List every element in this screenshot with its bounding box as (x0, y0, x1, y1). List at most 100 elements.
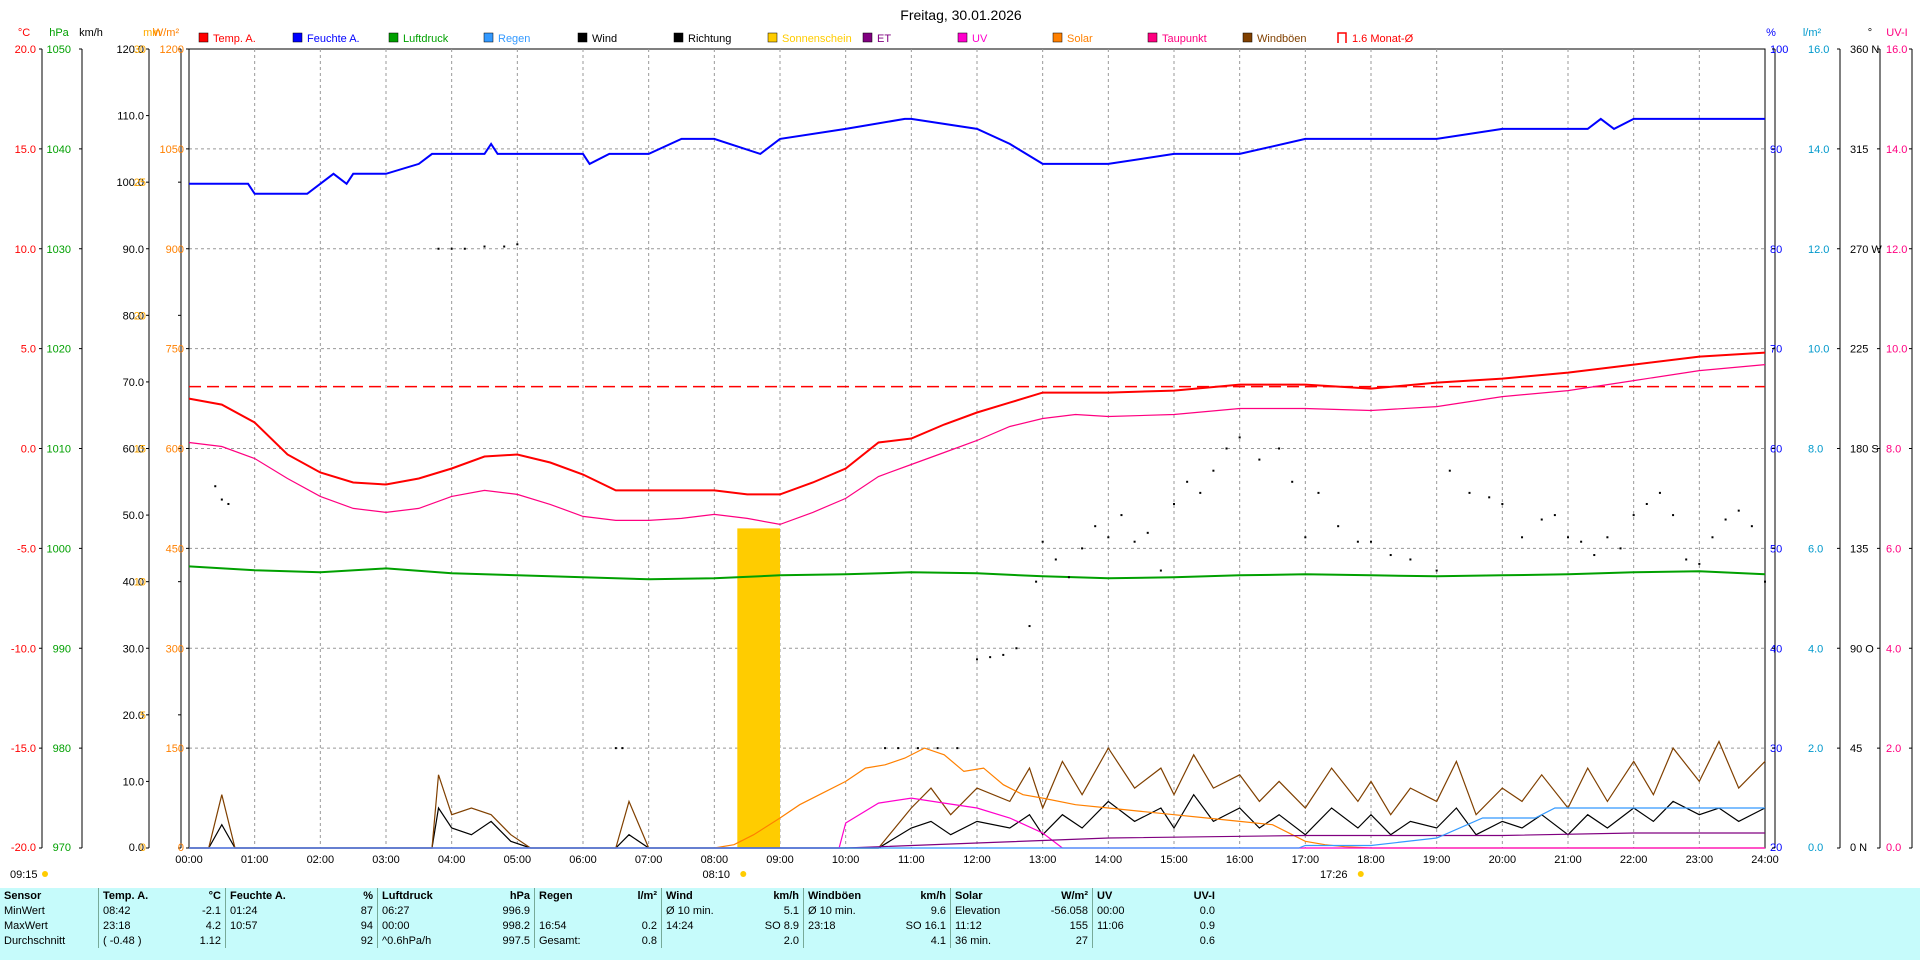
y-tick-label: 1040 (47, 144, 71, 156)
y-tick-label: 50.0 (123, 510, 144, 522)
y-tick-label: 14.0 (1808, 144, 1829, 156)
stats-cell: Luftdruck (377, 888, 486, 903)
y-tick-label: 90 O (1850, 643, 1874, 655)
direction-point (1107, 536, 1110, 539)
y-tick-label: 50 (1770, 543, 1782, 555)
y-tick-label: 70.0 (123, 377, 144, 389)
stats-cell: Durchschnitt (4, 934, 66, 947)
sunset-icon (1357, 871, 1364, 877)
legend-label: UV (972, 33, 988, 45)
x-tick-label: 24:00 (1751, 854, 1779, 866)
legend-swatch (673, 32, 684, 43)
direction-point (1081, 547, 1084, 550)
y-tick-label: 990 (53, 643, 71, 655)
stats-cell: 36 min. (950, 933, 1039, 948)
chart-title: Freitag, 30.01.2026 (900, 7, 1022, 23)
y-tick-label: 150 (166, 743, 184, 755)
y-axis-unit: km/h (79, 27, 103, 39)
stats-table: Sensor Temp. A. °C Feuchte A.% Luftdruck hPa R… (0, 888, 1219, 948)
y-tick-label: 1200 (160, 44, 184, 56)
stats-cell (803, 933, 897, 948)
direction-point (1632, 514, 1635, 517)
legend-swatch (292, 32, 303, 43)
y-tick-label: 4.0 (1808, 643, 1823, 655)
legend-swatch (862, 32, 873, 43)
y-tick-label: 8.0 (1886, 444, 1901, 456)
y-tick-label: 10.0 (123, 776, 144, 788)
direction-point (463, 247, 466, 250)
stats-cell: 08:42 (98, 903, 177, 918)
y-axis-unit: ° (1868, 27, 1872, 39)
y-tick-label: 30.0 (123, 643, 144, 655)
stats-row: Durchschnitt ( -0.48 ) 1.12 92 ^0.6hPa/h 997.… (0, 933, 1219, 948)
stats-row: MaxWert 23:18 4.2 10:57 94 00:00 998.2 16:54 0.2… (0, 918, 1219, 933)
direction-point (1238, 436, 1241, 439)
stats-cell: 92 (360, 934, 373, 947)
direction-point (1258, 458, 1261, 461)
stats-cell: 4.1 (930, 934, 946, 947)
series-line (189, 832, 1765, 849)
series-line (189, 117, 1765, 195)
y-tick-label: 10.0 (15, 244, 36, 256)
sunrise-icon (740, 871, 747, 877)
x-tick-label: 16:00 (1226, 854, 1254, 866)
y-tick-label: 750 (166, 344, 184, 356)
stats-header-row: Sensor Temp. A. °C Feuchte A.% Luftdruck hPa R… (0, 888, 1219, 903)
stats-cell: 27 (1075, 934, 1088, 947)
direction-point (1015, 647, 1018, 650)
y-tick-label: 0.0 (21, 444, 36, 456)
legend-swatch (767, 32, 778, 43)
y-tick-label: 20 (1770, 842, 1782, 854)
y-axis-unit: W/m² (153, 27, 180, 39)
x-tick-label: 08:00 (701, 854, 729, 866)
direction-point (1488, 496, 1491, 499)
stats-cell: l/m² (637, 889, 657, 902)
direction-point (1186, 480, 1189, 483)
direction-point (1409, 558, 1412, 561)
y-tick-label: 2.0 (1808, 743, 1823, 755)
direction-point (976, 658, 978, 661)
stats-cell: Feuchte A. (225, 888, 334, 903)
direction-point (1173, 502, 1175, 505)
direction-point (1658, 491, 1661, 494)
stats-cell: 997.5 (502, 934, 530, 947)
stats-cell: Windböen (803, 888, 897, 903)
legend-label: Sonnenschein (782, 33, 852, 45)
y-tick-label: 0 N (1850, 842, 1867, 854)
sun-icon (42, 871, 48, 877)
y-tick-label: 30 (1770, 743, 1782, 755)
direction-point (516, 243, 519, 246)
y-tick-label: 2.0 (1886, 743, 1901, 755)
series-line (189, 747, 1765, 849)
y-tick-label: 80 (1770, 244, 1782, 256)
x-tick-label: 20:00 (1489, 854, 1517, 866)
stats-cell: 11:06 (1092, 918, 1171, 933)
x-tick-label: 06:00 (569, 854, 597, 866)
direction-point (1750, 525, 1753, 528)
direction-point (1317, 491, 1320, 494)
y-tick-label: 8.0 (1808, 444, 1823, 456)
direction-point (503, 245, 506, 248)
y-tick-label: 40.0 (123, 577, 144, 589)
sunrise-label: 08:10 (703, 869, 731, 881)
legend: Temp. A. Feuchte A. Luftdruck Regen Wind Rich… (198, 32, 1414, 45)
direction-point (1041, 540, 1044, 543)
stats-cell: 996.9 (502, 904, 530, 917)
stats-cell: 94 (360, 919, 373, 932)
direction-point (1133, 540, 1136, 543)
y-tick-label: 5.0 (21, 344, 36, 356)
y-tick-label: 16.0 (1886, 44, 1907, 56)
direction-point (1468, 491, 1471, 494)
series-line (189, 793, 1766, 849)
legend-swatch (388, 32, 399, 43)
series-line (189, 797, 1765, 849)
stats-cell: 0.8 (641, 934, 657, 947)
stats-cell: Wind (661, 888, 750, 903)
stats-cell: UV (1092, 888, 1171, 903)
legend-label: Taupunkt (1162, 33, 1207, 45)
y-tick-label: 12.0 (1808, 244, 1829, 256)
direction-point (1067, 576, 1070, 579)
x-tick-label: 00:00 (175, 854, 203, 866)
x-tick-label: 09:00 (766, 854, 794, 866)
legend-swatch (1242, 32, 1253, 43)
